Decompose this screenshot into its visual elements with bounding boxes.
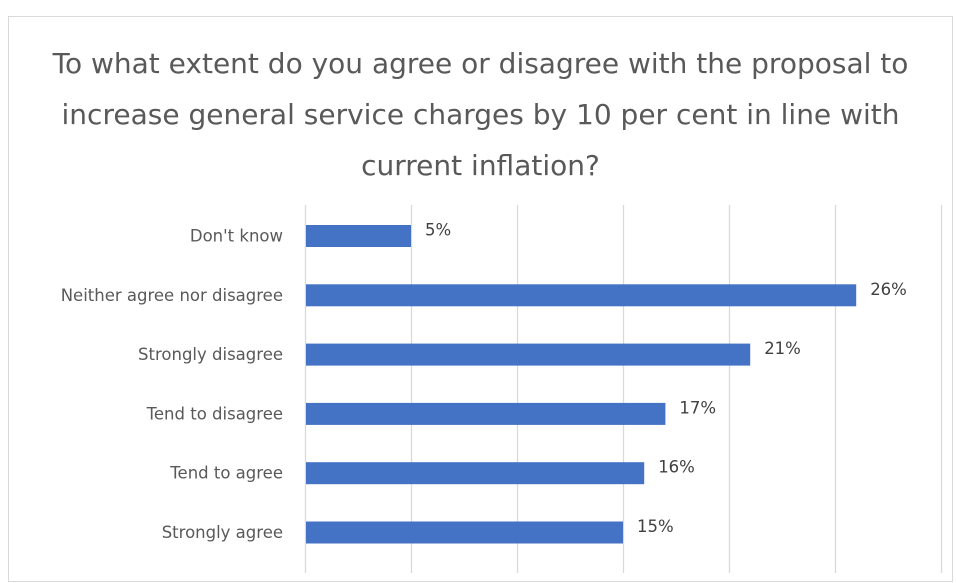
bar-neither-agree-nor-disagree bbox=[306, 284, 857, 307]
data-label-neither-agree-nor-disagree: 26% bbox=[870, 280, 907, 299]
data-label-tend-to-disagree: 17% bbox=[679, 398, 716, 417]
category-label-neither-agree-nor-disagree: Neither agree nor disagree bbox=[61, 286, 283, 305]
bar-tend-to-agree bbox=[306, 462, 645, 485]
category-label-strongly-disagree: Strongly disagree bbox=[138, 345, 283, 364]
bar-don-t-know bbox=[306, 225, 411, 247]
bar-strongly-agree bbox=[306, 521, 623, 544]
labels: Don't know 5% Neither agree nor disagree 26… bbox=[61, 221, 907, 543]
data-label-strongly-disagree: 21% bbox=[764, 339, 801, 358]
data-label-tend-to-agree: 16% bbox=[658, 458, 695, 477]
bar-tend-to-disagree bbox=[306, 402, 666, 425]
category-label-tend-to-agree: Tend to agree bbox=[169, 464, 283, 483]
bar-strongly-disagree bbox=[306, 343, 751, 366]
data-label-strongly-agree: 15% bbox=[637, 517, 674, 536]
chart-title: To what extent do you agree or disagree … bbox=[52, 47, 909, 182]
category-label-tend-to-disagree: Tend to disagree bbox=[146, 404, 283, 423]
category-label-strongly-agree: Strongly agree bbox=[162, 523, 283, 542]
gridlines bbox=[304, 205, 943, 573]
bars bbox=[306, 225, 857, 544]
data-label-don-t-know: 5% bbox=[425, 221, 451, 240]
category-label-don-t-know: Don't know bbox=[190, 227, 283, 246]
